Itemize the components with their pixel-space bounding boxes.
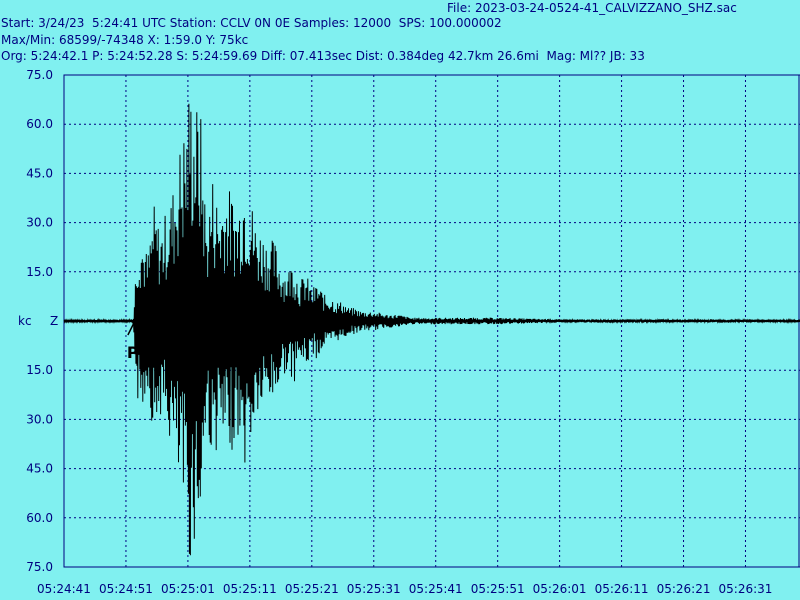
y-tick-label: 75.0 [26, 560, 53, 574]
pick-marker [127, 321, 141, 336]
y-tick-label: 60.0 [26, 117, 53, 131]
x-tick-label: 05:25:51 [471, 582, 525, 596]
x-tick-label: 05:25:21 [285, 582, 339, 596]
start-info: Start: 3/24/23 5:24:41 UTC Station: CCLV… [1, 16, 502, 30]
x-tick-label: 05:24:51 [99, 582, 153, 596]
y-tick-label: 30.0 [26, 412, 53, 426]
channel-label: Z [50, 314, 58, 328]
y-tick-label: 15.0 [26, 363, 53, 377]
y-tick-label: 60.0 [26, 511, 53, 525]
y-tick-label: 45.0 [26, 166, 53, 180]
y-tick-label: 15.0 [26, 265, 53, 279]
max-min-info: Max/Min: 68599/-74348 X: 1:59.0 Y: 75kc [1, 33, 249, 47]
pick-label: S [173, 343, 185, 362]
x-tick-label: 05:25:01 [161, 582, 215, 596]
x-tick-label: 05:25:11 [223, 582, 277, 596]
x-tick-label: 05:24:41 [37, 582, 91, 596]
y-tick-label: 75.0 [26, 68, 53, 82]
x-tick-label: 05:26:21 [657, 582, 711, 596]
pick-label: P [127, 343, 139, 362]
x-tick-label: 05:25:41 [409, 582, 463, 596]
waveform-trace [63, 103, 800, 556]
x-tick-label: 05:26:11 [595, 582, 649, 596]
y-tick-label: 45.0 [26, 462, 53, 476]
pick-marker [173, 321, 187, 336]
x-tick-label: 05:26:01 [533, 582, 587, 596]
origin-info: Org: 5:24:42.1 P: 5:24:52.28 S: 5:24:59.… [1, 49, 645, 63]
x-tick-label: 05:26:31 [719, 582, 773, 596]
x-tick-label: 05:25:31 [347, 582, 401, 596]
y-unit-label: kc [18, 314, 32, 328]
y-tick-label: 30.0 [26, 216, 53, 230]
file-name: File: 2023-03-24-0524-41_CALVIZZANO_SHZ.… [447, 1, 737, 15]
